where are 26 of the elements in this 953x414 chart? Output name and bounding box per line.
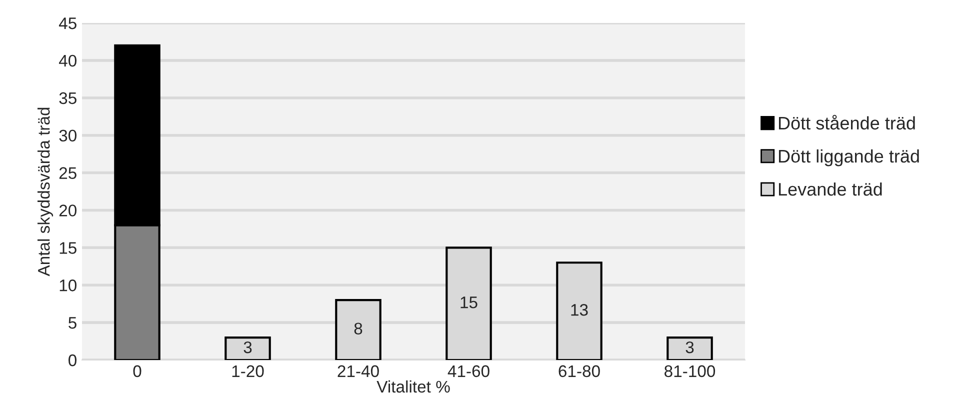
x-tick-label: 21-40 [338, 365, 379, 378]
data-label: 13 [571, 304, 588, 316]
y-tick-label: 35 [59, 92, 76, 104]
y-tick-label: 5 [68, 317, 76, 329]
y-tick-label: 25 [59, 167, 76, 179]
x-tick-label: 0 [133, 365, 142, 378]
y-tick-label: 10 [60, 280, 76, 292]
legend-label: Levande träd [778, 182, 882, 196]
data-label: 3 [244, 341, 252, 354]
x-axis-title: Vitalitet % [376, 380, 450, 393]
data-label: 8 [354, 322, 362, 335]
y-tick-label: 45 [58, 18, 76, 30]
x-tick-label: 81-100 [664, 365, 716, 378]
legend-label: Dött stående träd [778, 114, 915, 130]
x-tick-label: 1-20 [232, 365, 264, 378]
y-tick-label: 15 [60, 242, 76, 254]
x-tick-label: 41-60 [448, 365, 490, 378]
legend-label: Dött liggande träd [778, 149, 919, 166]
y-tick-label: 20 [59, 204, 76, 216]
data-label: 3 [686, 341, 694, 354]
x-tick-label: 61-80 [558, 365, 600, 378]
y-tick-label: 30 [59, 130, 76, 142]
y-tick-label: 40 [58, 54, 76, 67]
data-label: 15 [460, 296, 478, 308]
y-tick-label: 0 [68, 354, 76, 366]
y-axis-title: Antal skyddsvärda träd [38, 108, 54, 276]
